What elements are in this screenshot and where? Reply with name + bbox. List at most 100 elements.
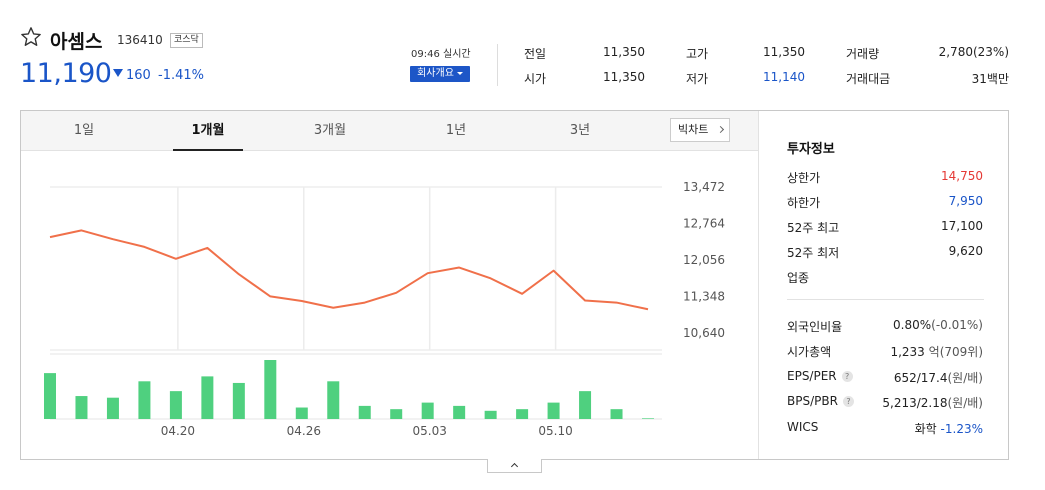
down-arrow-icon [113, 69, 123, 77]
volume-bar [169, 391, 182, 419]
realtime-label: 09:46 실시간 [411, 49, 471, 60]
chevron-right-icon [716, 125, 725, 134]
x-tick-label: 05.10 [538, 424, 572, 438]
big-chart-label: 빅차트 [678, 124, 709, 136]
help-icon[interactable]: ? [841, 371, 853, 382]
bps-pbr-unit: (원/배) [947, 396, 984, 410]
y-tick-label: 13,472 [683, 180, 725, 194]
bps-pbr: 5,213/2.18 [882, 396, 948, 410]
volume-bar [201, 376, 214, 419]
volume-bar [421, 402, 434, 419]
wics-label: WICS [787, 420, 819, 434]
price-line [49, 229, 649, 311]
volume-bar [516, 409, 529, 419]
volume-bar [138, 381, 151, 419]
wics-sector: 화학 [914, 422, 937, 436]
y-tick-label: 11,348 [683, 290, 725, 304]
lower-limit-value: 7,950 [948, 194, 983, 208]
market-badge: 코스닥 [170, 33, 203, 48]
eps-per-unit: (원/배) [947, 371, 984, 385]
eps-per-text: EPS/PER [787, 369, 837, 383]
volume-bar [610, 409, 623, 419]
volume-bar [484, 410, 497, 419]
tab-1year[interactable]: 1년 [445, 123, 467, 138]
lower-limit-label: 하한가 [787, 196, 821, 210]
open-label: 시가 [524, 72, 547, 86]
divider [497, 44, 498, 86]
caret-down-icon [456, 71, 463, 75]
bps-pbr-text: BPS/PBR [787, 394, 838, 408]
company-overview-button[interactable]: 회사개요 [410, 66, 470, 82]
volume-bar [547, 402, 560, 419]
volume-bar [232, 382, 245, 419]
volume-value: 2,780(23%) [938, 45, 1009, 59]
chart-svg: 04.20 04.26 05.03 05.10 13,472 12,764 12,056 11… [44, 180, 725, 438]
tab-1day[interactable]: 1일 [73, 123, 95, 138]
open-value: 11,350 [603, 70, 645, 84]
chart-panel: 1일 1개월 3개월 1년 3년 빅차트 04.20 04.26 05.03 05.1… [20, 110, 1009, 460]
star-icon[interactable] [20, 26, 42, 48]
low-label: 저가 [686, 72, 709, 86]
volume-bar [642, 418, 654, 419]
volume-bar [358, 405, 371, 419]
stock-name: 아셈스 [50, 31, 103, 53]
wics-change: -1.23% [940, 422, 983, 436]
market-cap-unit: 억 [928, 345, 940, 359]
big-chart-button[interactable]: 빅차트 [670, 118, 730, 142]
low52-label: 52주 최저 [787, 246, 840, 260]
market-cap: 1,233 [890, 345, 925, 359]
bps-pbr-value: 5,213/2.18(원/배) [882, 394, 983, 411]
prev-close-value: 11,350 [603, 45, 645, 59]
low-value: 11,140 [763, 70, 805, 84]
volume-bar [106, 397, 119, 419]
volume-bar [327, 381, 340, 419]
invest-info-panel: 투자정보 상한가 14,750 하한가 7,950 52주 최고 17,100 … [758, 111, 1008, 459]
price-change: 160 [126, 68, 151, 83]
price-chart: 04.20 04.26 05.03 05.10 13,472 12,764 12,056 11… [21, 151, 758, 460]
volume-bar [44, 373, 56, 419]
volume-bar [453, 405, 466, 419]
y-tick-label: 12,056 [683, 253, 725, 267]
volume-bar [264, 360, 277, 419]
divider [787, 299, 984, 300]
amount-value: 31백만 [971, 72, 1009, 86]
help-icon[interactable]: ? [842, 396, 854, 407]
company-overview-label: 회사개요 [417, 68, 454, 79]
tab-1month[interactable]: 1개월 [173, 111, 243, 151]
x-tick-label: 05.03 [413, 424, 447, 438]
collapse-button[interactable] [487, 459, 542, 473]
price-change-percent: -1.41% [158, 68, 204, 83]
period-tabs: 1일 1개월 3개월 1년 3년 빅차트 [21, 111, 758, 151]
foreign-ratio-change: (-0.01%) [931, 318, 983, 332]
y-tick-label: 12,764 [683, 217, 725, 231]
x-tick-label: 04.26 [287, 424, 321, 438]
chevron-up-icon [510, 462, 519, 471]
invest-info-title: 투자정보 [787, 142, 835, 157]
high52-value: 17,100 [941, 219, 983, 233]
volume-bar [75, 396, 88, 419]
x-tick-label: 04.20 [161, 424, 195, 438]
volume-bar [390, 409, 403, 419]
volume-bar [295, 407, 308, 419]
high-label: 고가 [686, 47, 709, 61]
prev-close-label: 전일 [524, 47, 547, 61]
tab-3year[interactable]: 3년 [569, 123, 591, 138]
foreign-ratio-label: 외국인비율 [787, 320, 843, 334]
high-value: 11,350 [763, 45, 805, 59]
high52-label: 52주 최고 [787, 221, 840, 235]
volume-bar [579, 391, 592, 419]
eps-per-value: 652/17.4(원/배) [894, 369, 983, 386]
market-cap-label: 시가총액 [787, 345, 832, 359]
foreign-ratio: 0.80% [893, 318, 932, 332]
bps-pbr-label: BPS/PBR? [787, 394, 854, 408]
wics-value: 화학 -1.23% [915, 420, 983, 437]
sector-label: 업종 [787, 271, 810, 285]
upper-limit-label: 상한가 [787, 171, 821, 185]
eps-per: 652/17.4 [893, 371, 948, 385]
market-cap-value: 1,233 억(709위) [890, 343, 983, 360]
tab-3month[interactable]: 3개월 [313, 123, 347, 138]
current-price: 11,190 [20, 58, 112, 89]
market-cap-rank: (709위) [939, 345, 983, 359]
stock-header: 아셈스 136410 코스닥 11,190 160 -1.41% 09:46 실… [20, 26, 1020, 96]
low52-value: 9,620 [948, 244, 983, 258]
